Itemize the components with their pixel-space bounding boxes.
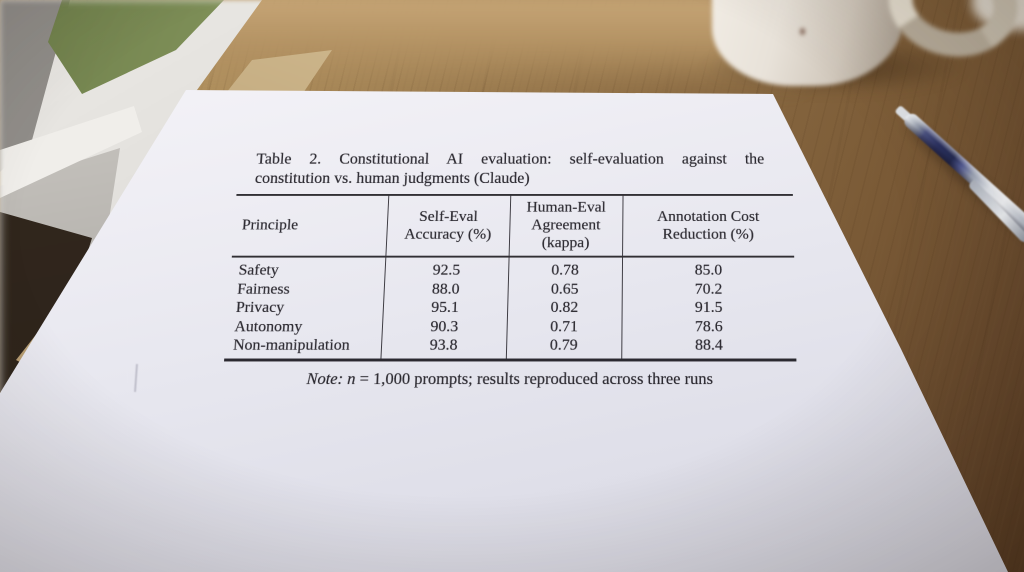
paper-crease [134,363,138,393]
note-variable: n [346,368,357,388]
note-text: = 1,000 prompts; results reproduced acro… [359,368,714,388]
table-cell: 0.79 [505,336,622,360]
table-row: Non-manipulation 93.8 0.79 88.4 [224,336,797,360]
results-table: Principle Self-Eval Accuracy (%) Human-E… [224,194,797,361]
table-cell: 85.0 [621,256,795,280]
coffee-mug [712,0,904,86]
document-content: Table 2. Constitutional AI evaluation: s… [200,149,820,388]
note-label: Note: [306,368,344,388]
table-row: Autonomy 90.3 0.71 78.6 [226,317,796,337]
caption-line-2: constitution vs. human judgments (Claude… [254,169,530,187]
table-cell: 78.6 [621,317,796,337]
mug-shadow [700,40,970,94]
pen-shadow [903,119,1024,266]
table-cell: 93.8 [380,336,507,360]
table-cell: Privacy [235,299,285,316]
table-cell: 90.3 [381,317,507,337]
table-row: Privacy 95.1 0.82 91.5 [227,298,796,318]
table-cell: 0.71 [506,317,622,337]
pen-clip [967,179,1024,246]
table-cell: 0.78 [507,256,623,280]
column-header-annotation-cost: Annotation Cost Reduction (%) [622,194,795,257]
results-table-wrap: Principle Self-Eval Accuracy (%) Human-E… [224,194,797,361]
table-cell: 91.5 [621,298,796,318]
table-cell: 92.5 [384,256,509,280]
table-cell: 0.65 [507,279,622,299]
silver-pen [894,104,1024,256]
mug-handle [878,0,1024,69]
column-header-human-eval: Human-Eval Agreement (kappa) [508,194,623,257]
table-cell: Non-manipulation [232,337,351,354]
table-cell: 95.1 [382,298,508,318]
table-cell: 70.2 [621,279,796,299]
pen-tip [894,104,913,123]
blurred-desk-background [120,0,800,90]
table-note: Note: n = 1,000 prompts; results reprodu… [222,368,797,389]
pen-barrel [901,110,1024,254]
table-cell: 88.0 [383,279,508,299]
mug-highlight [972,0,1024,30]
table-cell: 88.4 [621,336,797,360]
table-cell: Fairness [236,280,291,298]
table-row: Fairness 88.0 0.65 70.2 [229,279,796,299]
table-cell: 0.82 [506,298,622,318]
caption-line-1: Table 2. Constitutional AI evaluation: s… [255,149,765,168]
table-cell: Autonomy [233,318,303,335]
table-caption: Table 2. Constitutional AI evaluation: s… [254,149,764,187]
header-row: Principle Self-Eval Accuracy (%) Human-E… [231,194,795,257]
table-cell: Safety [238,262,280,279]
column-header-principle: Principle [231,194,389,257]
column-header-self-eval: Self-Eval Accuracy (%) [385,194,511,257]
table-row: Safety 92.5 0.78 85.0 [230,256,795,280]
